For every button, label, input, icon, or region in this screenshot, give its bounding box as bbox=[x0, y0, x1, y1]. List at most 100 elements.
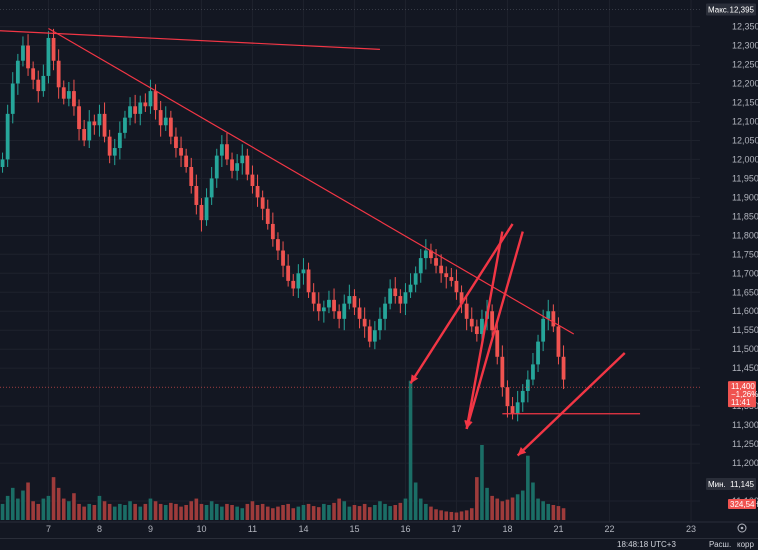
candle-body bbox=[454, 280, 459, 293]
max-tag-value: 12,395 bbox=[730, 5, 755, 14]
volume-bar bbox=[337, 498, 341, 520]
arrow-line bbox=[465, 231, 524, 430]
volume-bar bbox=[500, 501, 505, 520]
candle-body bbox=[245, 155, 250, 175]
time-tick-label: 15 bbox=[349, 524, 359, 534]
volume-bar bbox=[169, 502, 173, 520]
volume-bar bbox=[225, 503, 229, 520]
candle-body bbox=[107, 136, 112, 156]
candle-body bbox=[551, 311, 556, 327]
candle-body bbox=[546, 311, 551, 319]
min-tag-value: 11,145 bbox=[730, 480, 754, 489]
volume-bar bbox=[418, 498, 423, 520]
volume-bar bbox=[250, 501, 255, 520]
candle-body bbox=[15, 60, 20, 84]
volume-bar bbox=[342, 501, 347, 520]
candle-body bbox=[219, 144, 224, 156]
candle-body bbox=[148, 91, 153, 107]
clock-text[interactable]: 18:48:18 UTC+3 bbox=[617, 540, 676, 549]
volume-bar bbox=[475, 477, 479, 520]
price-tick-label: 11,600 bbox=[732, 306, 758, 316]
volume-bar bbox=[112, 506, 117, 520]
candle-body bbox=[41, 75, 46, 92]
price-tags: Макс. 12,395 Мин. 11,145 11,400−1,26%11:41 32… bbox=[706, 3, 758, 509]
candle-body bbox=[255, 185, 260, 198]
candle-body bbox=[556, 326, 561, 357]
volume-bar bbox=[413, 482, 418, 520]
arrow-head bbox=[410, 374, 419, 384]
candle-body bbox=[92, 121, 97, 126]
candle-body bbox=[36, 79, 41, 92]
volume-bar bbox=[189, 501, 194, 520]
time-tick-label: 18 bbox=[502, 524, 512, 534]
volume-bar bbox=[143, 503, 148, 520]
volume-bar bbox=[5, 495, 10, 520]
volume-bar bbox=[383, 503, 387, 520]
candle-body bbox=[444, 273, 449, 278]
volume-bar bbox=[92, 505, 97, 520]
candle-body bbox=[316, 303, 321, 312]
correction-toggle[interactable]: корр bbox=[737, 540, 754, 549]
volume-bar bbox=[536, 498, 540, 520]
volume-bar bbox=[531, 482, 535, 520]
volume-bar bbox=[26, 482, 30, 520]
price-tick-label: 11,250 bbox=[732, 439, 758, 449]
candle-body bbox=[112, 148, 117, 156]
candle-body bbox=[82, 129, 87, 141]
candle-body bbox=[347, 296, 352, 304]
candle-body bbox=[235, 163, 240, 171]
candle-body bbox=[378, 318, 382, 331]
volume-bar bbox=[158, 503, 163, 520]
candle-body bbox=[214, 155, 219, 179]
candle-body bbox=[541, 318, 546, 342]
volume-bar bbox=[449, 511, 454, 520]
time-axis[interactable]: 7 8 9 10 11 14 15 16 17 18 21 22 23 bbox=[0, 521, 758, 538]
chart-canvas[interactable]: 12,350 12,300 12,250 12,200 12,150 12,100 12,0… bbox=[0, 0, 758, 538]
volume-bar bbox=[163, 505, 168, 520]
time-tick-label: 14 bbox=[298, 524, 308, 534]
volume-bar bbox=[408, 380, 413, 520]
time-tick-label: 23 bbox=[686, 524, 696, 534]
min-tag-bg bbox=[706, 477, 756, 490]
price-tick-label: 11,450 bbox=[732, 363, 758, 373]
countdown-value: 11:41 bbox=[731, 398, 751, 407]
chart-grid bbox=[0, 0, 700, 522]
candle-body bbox=[123, 117, 127, 133]
candle-body bbox=[449, 277, 454, 281]
volume-bar bbox=[51, 477, 56, 520]
candle-body bbox=[153, 91, 158, 111]
volume-bar bbox=[378, 501, 382, 520]
volume-bar bbox=[561, 508, 566, 520]
candle-body bbox=[505, 387, 510, 407]
candle-body bbox=[26, 45, 30, 69]
candle-body bbox=[408, 284, 413, 293]
arrow-line bbox=[409, 223, 514, 385]
volume-bar bbox=[301, 505, 306, 520]
candle-body bbox=[51, 37, 56, 61]
volume-bar bbox=[424, 503, 428, 520]
candle-body bbox=[423, 250, 428, 259]
candle-body bbox=[383, 303, 387, 319]
candle-body bbox=[525, 379, 530, 391]
drawing-layer[interactable] bbox=[0, 9, 700, 457]
volume-bar bbox=[61, 498, 66, 520]
volume-bar bbox=[444, 511, 449, 520]
volume-bar bbox=[245, 503, 250, 520]
settings-icon[interactable] bbox=[737, 523, 747, 533]
candle-body bbox=[388, 288, 393, 304]
volume-bar bbox=[281, 505, 285, 520]
candle-body bbox=[531, 364, 535, 380]
candle-body bbox=[429, 250, 433, 259]
candle-body bbox=[306, 269, 311, 293]
volume-bar bbox=[505, 499, 510, 520]
price-axis[interactable]: 12,350 12,300 12,250 12,200 12,150 12,100 12,0… bbox=[700, 0, 758, 522]
volume-bar bbox=[403, 498, 408, 520]
volume-bar bbox=[327, 505, 331, 520]
volume-bar bbox=[490, 495, 494, 520]
candle-body bbox=[480, 318, 484, 335]
session-toggle[interactable]: Расш. bbox=[709, 540, 732, 549]
candle-body bbox=[102, 113, 107, 137]
candle-body bbox=[158, 110, 163, 126]
volume-bar bbox=[107, 503, 112, 520]
volume-bar bbox=[546, 503, 551, 520]
